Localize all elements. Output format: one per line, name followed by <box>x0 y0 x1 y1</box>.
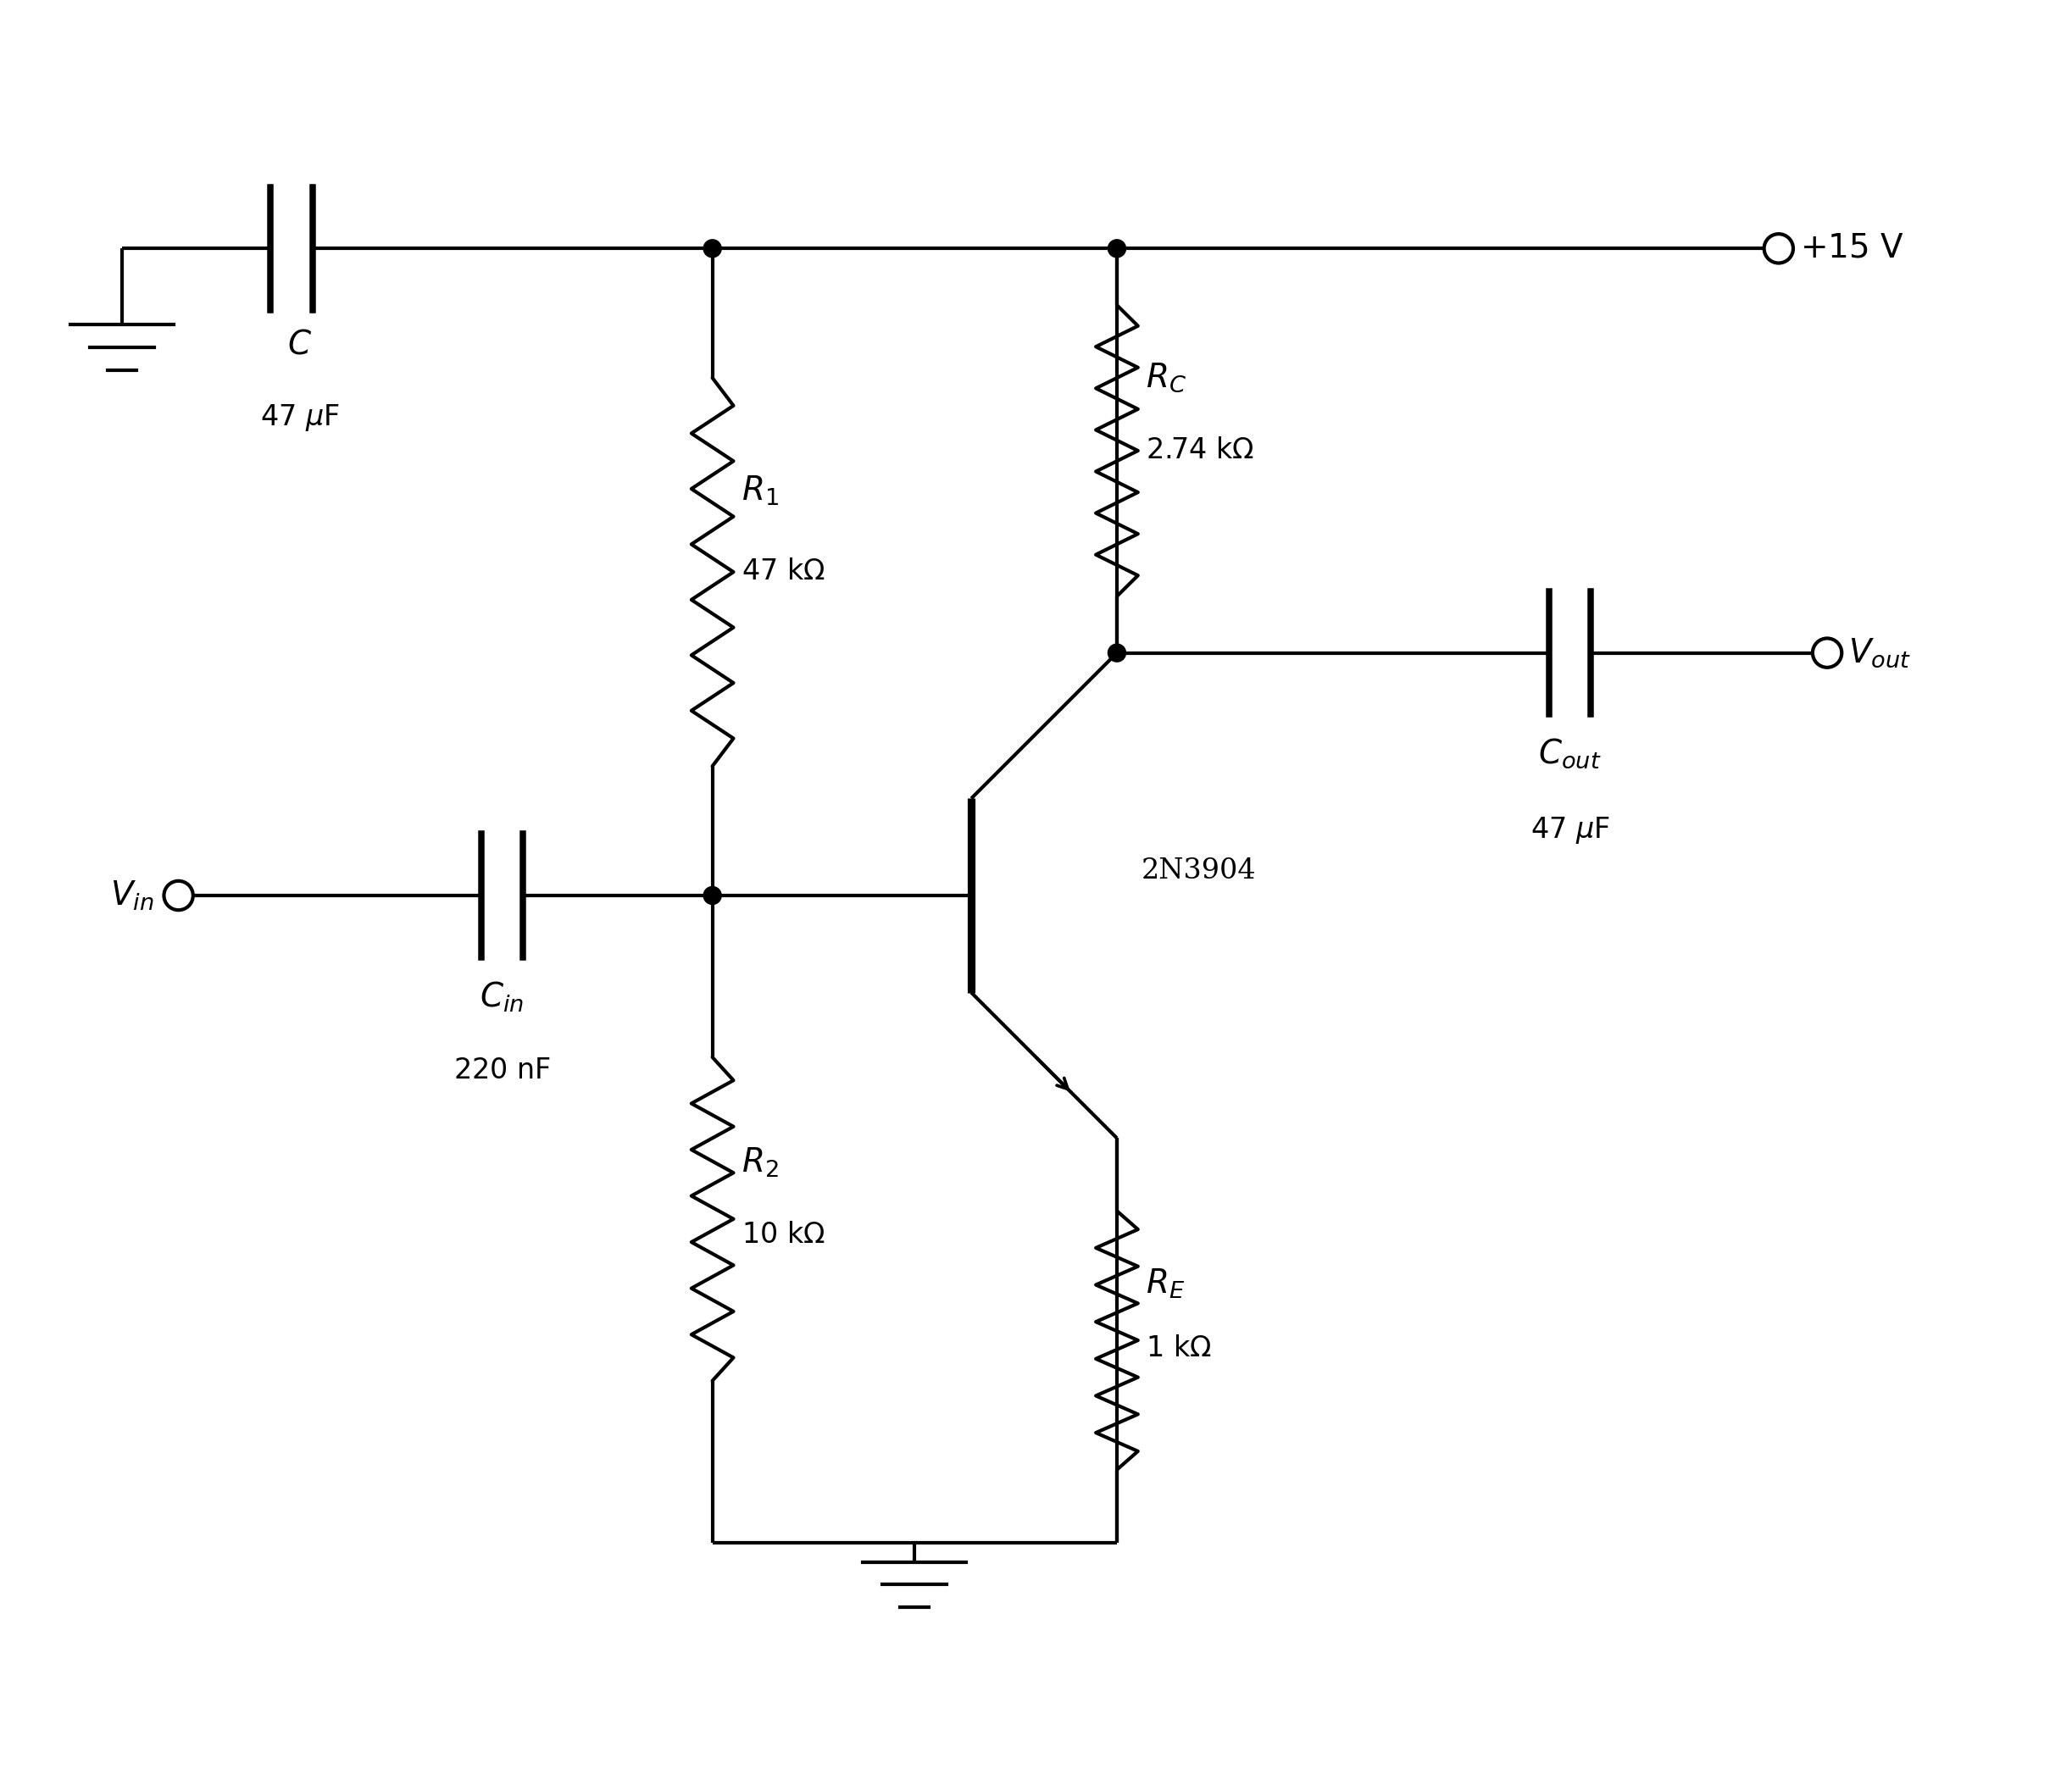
Text: $R_C$: $R_C$ <box>1146 362 1187 394</box>
Circle shape <box>164 881 193 910</box>
Circle shape <box>1109 240 1125 258</box>
Text: $R_1$: $R_1$ <box>742 475 779 509</box>
Text: 2N3904: 2N3904 <box>1142 858 1256 885</box>
Text: $1\ \mathrm{k}\Omega$: $1\ \mathrm{k}\Omega$ <box>1146 1334 1212 1361</box>
Text: $2.74\ \mathrm{k}\Omega$: $2.74\ \mathrm{k}\Omega$ <box>1146 437 1254 464</box>
Circle shape <box>704 887 721 904</box>
Text: $47\ \mu\mathrm{F}$: $47\ \mu\mathrm{F}$ <box>1531 815 1610 845</box>
Text: $47\ \mathrm{k}\Omega$: $47\ \mathrm{k}\Omega$ <box>742 559 825 586</box>
Text: $47\ \mu\mathrm{F}$: $47\ \mu\mathrm{F}$ <box>261 403 340 433</box>
Text: $V_{in}$: $V_{in}$ <box>110 879 153 912</box>
Text: $C_{out}$: $C_{out}$ <box>1537 736 1602 770</box>
Text: $R_E$: $R_E$ <box>1146 1266 1185 1300</box>
Text: $C_{in}$: $C_{in}$ <box>481 980 524 1014</box>
Circle shape <box>1763 235 1792 263</box>
Circle shape <box>1109 645 1125 661</box>
Text: $10\ \mathrm{k}\Omega$: $10\ \mathrm{k}\Omega$ <box>742 1221 825 1248</box>
Text: $+15\ \mathrm{V}$: $+15\ \mathrm{V}$ <box>1801 233 1904 265</box>
Circle shape <box>704 240 721 258</box>
Text: $C$: $C$ <box>288 330 313 360</box>
Circle shape <box>1813 638 1842 668</box>
Text: $220\ \mathrm{nF}$: $220\ \mathrm{nF}$ <box>454 1057 551 1084</box>
Text: $R_2$: $R_2$ <box>742 1146 779 1178</box>
Text: $V_{out}$: $V_{out}$ <box>1848 636 1910 670</box>
